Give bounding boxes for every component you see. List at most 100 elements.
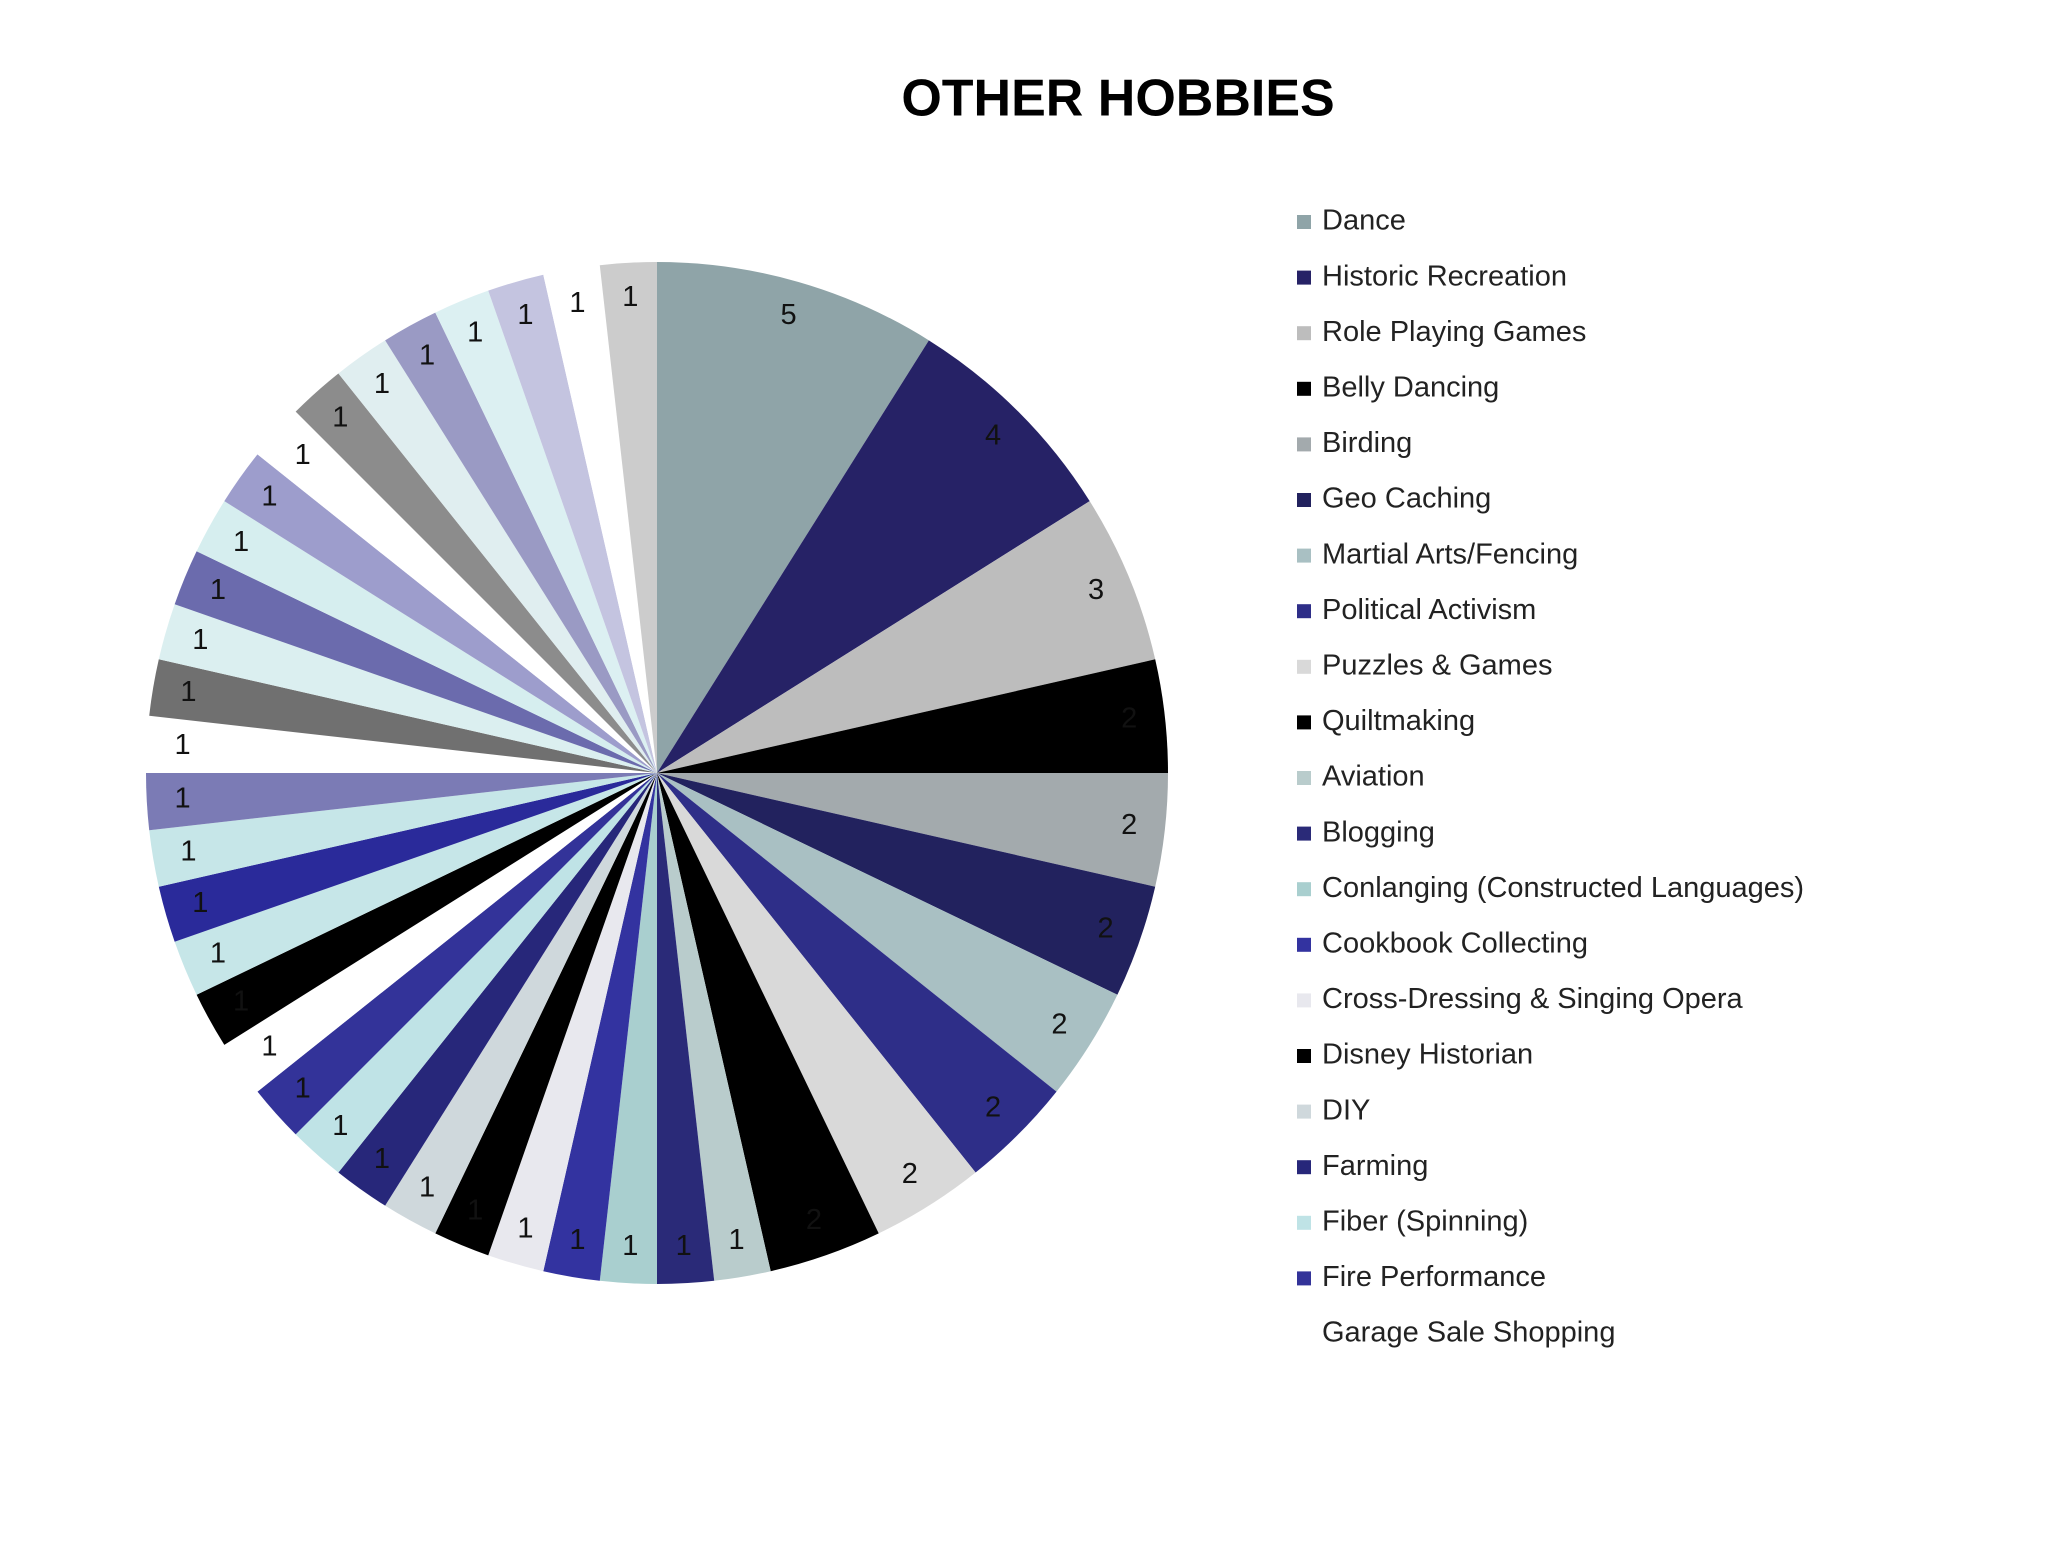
legend-label: Role Playing Games	[1322, 316, 1586, 348]
data-label: 1	[517, 1212, 533, 1244]
chart-title: OTHER HOBBIES	[901, 70, 1334, 128]
data-label: 2	[1097, 913, 1113, 945]
pie-slice	[257, 773, 657, 1135]
legend-label: Martial Arts/Fencing	[1322, 538, 1578, 570]
data-label: 1	[233, 526, 249, 558]
legend-marker	[1297, 437, 1311, 452]
pie-slice	[657, 773, 879, 1272]
pie-slice	[149, 773, 657, 887]
data-label: 1	[374, 368, 390, 400]
data-label: 5	[780, 299, 796, 331]
legend-label: Cookbook Collecting	[1322, 927, 1588, 959]
pie-slice	[338, 773, 657, 1206]
pie-slice	[435, 773, 657, 1256]
pie-slice	[158, 604, 658, 773]
pie-slice	[657, 773, 1156, 995]
pie-slice	[657, 773, 1168, 887]
pie-slice	[543, 773, 657, 1281]
data-label: 1	[295, 1072, 311, 1104]
data-label: 1	[192, 887, 208, 919]
pie-slice	[657, 773, 1057, 1173]
legend-marker	[1297, 993, 1311, 1008]
data-label: 1	[210, 938, 226, 970]
legend-label: Political Activism	[1322, 594, 1536, 626]
data-label: 1	[192, 624, 208, 656]
data-label: 2	[1051, 1008, 1067, 1040]
data-label: 1	[261, 1031, 277, 1063]
data-label: 1	[332, 1110, 348, 1142]
data-label: 2	[1121, 809, 1137, 841]
pie-slice	[657, 773, 976, 1234]
legend-label: Garage Sale Shopping	[1322, 1317, 1615, 1349]
legend-marker	[1297, 381, 1311, 396]
legend-marker	[1297, 1049, 1311, 1063]
pie-slice	[174, 773, 658, 995]
data-label: 1	[374, 1143, 390, 1175]
data-label: 1	[569, 287, 585, 319]
pie-slice	[174, 551, 658, 773]
pie-slice	[149, 659, 657, 773]
pie-slice	[385, 312, 657, 773]
legend-marker	[1297, 493, 1311, 507]
data-label: 2	[902, 1158, 918, 1190]
legend-marker	[1297, 882, 1311, 897]
pie-slice	[543, 265, 657, 773]
pie-slice	[657, 659, 1168, 773]
data-label: 1	[729, 1224, 745, 1256]
legend-label: Cross-Dressing & Singing Opera	[1322, 983, 1744, 1015]
pie-slice	[657, 773, 771, 1281]
legend-label: Disney Historian	[1322, 1039, 1533, 1071]
pie-slice	[599, 773, 657, 1284]
legend-label: Geo Caching	[1322, 483, 1491, 515]
data-label: 1	[332, 401, 348, 433]
legend-marker	[1297, 604, 1311, 619]
legend-marker	[1297, 1104, 1311, 1119]
data-label: 4	[985, 420, 1001, 452]
data-label: 1	[622, 281, 638, 313]
data-label: 1	[233, 986, 249, 1018]
pie-slice	[196, 501, 657, 773]
pie-slice	[295, 773, 657, 1173]
pie-slice	[657, 262, 929, 773]
pie-slice	[488, 773, 657, 1272]
data-label: 1	[295, 439, 311, 471]
legend-label: Birding	[1322, 427, 1412, 459]
data-label: 1	[180, 676, 196, 708]
pie-slice	[158, 773, 658, 942]
data-label: 2	[806, 1204, 822, 1236]
pie-slice	[385, 773, 657, 1234]
pie-slice	[657, 501, 1156, 773]
pie-slice	[488, 274, 657, 773]
data-label: 1	[419, 340, 435, 372]
pie-slice	[657, 773, 715, 1284]
data-label: 1	[210, 574, 226, 606]
legend-label: Aviation	[1322, 761, 1425, 793]
legend-marker	[1297, 1327, 1311, 1341]
data-label: 2	[985, 1092, 1001, 1124]
pie-slice	[146, 773, 657, 831]
pie-slice	[657, 340, 1090, 773]
data-label: 1	[180, 835, 196, 867]
pie-slice	[657, 773, 1118, 1092]
legend-label: Blogging	[1322, 816, 1435, 848]
pie-slice	[599, 262, 657, 773]
pie-slice	[295, 373, 657, 773]
legend-label: Historic Recreation	[1322, 260, 1567, 292]
legend-marker	[1297, 1160, 1311, 1175]
data-label: 1	[569, 1224, 585, 1256]
legend-label: Fire Performance	[1322, 1261, 1546, 1293]
legend-label: Puzzles & Games	[1322, 649, 1552, 681]
legend-marker	[1297, 1271, 1311, 1286]
legend-label: Conlanging (Constructed Languages)	[1322, 872, 1804, 904]
data-label: 1	[174, 729, 190, 761]
legend-marker	[1297, 715, 1311, 730]
legend-marker	[1297, 548, 1311, 563]
legend-marker	[1297, 659, 1311, 674]
data-label: 1	[467, 1195, 483, 1227]
legend-marker	[1297, 1215, 1311, 1230]
legend-label: Belly Dancing	[1322, 371, 1499, 403]
pie-slice	[196, 773, 657, 1045]
legend-marker	[1297, 270, 1311, 285]
